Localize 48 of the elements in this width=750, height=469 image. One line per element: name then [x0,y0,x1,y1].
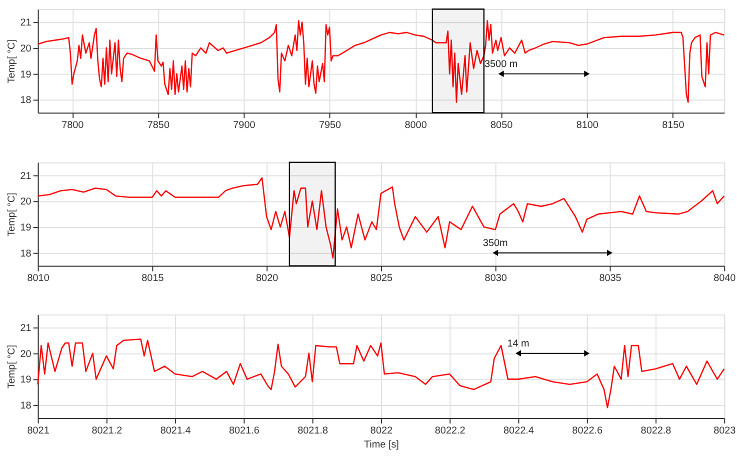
y-tick-label: 18 [20,248,32,260]
line-series [37,177,725,259]
y-tick-label: 19 [20,69,32,80]
y-tick-label: 21 [20,18,32,29]
x-tick-label: 8021.4 [160,425,192,436]
x-tick-label: 8000 [404,120,428,132]
x-axis-title: Time [s] [364,439,400,450]
y-tick-label: 21 [20,322,32,334]
y-tick-label: 20 [20,348,32,360]
y-tick-label: 19 [20,222,32,234]
x-tick-label: 7800 [62,120,84,132]
y-tick-label: 18 [20,95,32,106]
x-tick-label: 8022.6 [572,425,604,436]
y-axis-title: Temp[ °C] [6,344,18,389]
x-tick-label: 8021.2 [92,425,123,436]
x-tick-label: 8100 [576,120,599,132]
line-series [37,338,725,408]
y-tick-label: 20 [20,196,32,208]
x-tick-label: 8023 [714,425,736,436]
x-tick-label: 8021.8 [298,425,328,436]
x-tick-label: 8025 [370,273,393,284]
annotation: 3500 m [484,58,518,70]
x-tick-label: 8150 [662,120,685,132]
x-tick-label: 8050 [490,120,514,132]
annotation: 350m [482,238,508,249]
x-tick-label: 7850 [147,120,170,132]
y-axis-title: Temp[ °C] [6,39,18,84]
y-tick-label: 19 [20,374,32,386]
x-tick-label: 7900 [233,120,256,132]
y-tick-label: 18 [20,400,32,412]
x-tick-label: 8010 [27,273,50,284]
x-tick-label: 7950 [318,120,342,132]
y-tick-label: 21 [20,170,32,182]
x-tick-label: 8015 [142,273,164,284]
x-tick-label: 8035 [599,273,622,284]
x-tick-label: 8021.6 [228,425,260,436]
y-axis-title: Temp[ °C] [6,192,18,236]
x-tick-label: 8040 [714,273,736,284]
x-tick-label: 8021 [27,425,50,436]
y-tick-label: 20 [20,43,32,54]
annotation: 14 m [507,338,530,350]
x-tick-label: 8030 [484,273,508,284]
x-tick-label: 8022.8 [640,425,672,436]
x-tick-label: 8022 [370,425,393,436]
line-series [37,20,725,103]
x-tick-label: 8022.4 [504,425,534,436]
x-tick-label: 8022.2 [434,425,466,436]
x-tick-label: 8020 [256,273,279,284]
